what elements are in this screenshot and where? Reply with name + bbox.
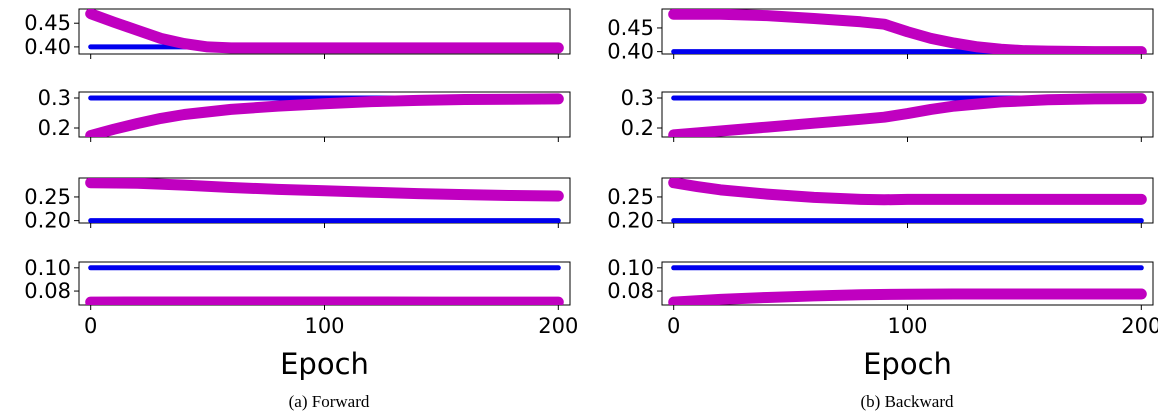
subplot-0-3: 0.080.10 0 100 200 [24, 256, 578, 338]
y-tick-label: 0.08 [24, 279, 71, 303]
y-tick-label: 0.45 [24, 11, 71, 35]
y-tick-label: 0.45 [607, 16, 654, 40]
y-tick-label: 0.3 [38, 86, 71, 110]
subplot-0-2: 0.200.25 [24, 177, 571, 233]
x-axis-label: Epoch [280, 347, 369, 381]
subplot-1-3: 0.080.10 0 100 200 [607, 256, 1158, 338]
estimate-line [668, 93, 1147, 137]
y-tick-label: 0.2 [38, 116, 71, 140]
y-tick-label: 0.20 [607, 209, 654, 233]
y-tick-label: 0.08 [607, 279, 654, 303]
estimate-line [85, 178, 564, 202]
x-tick-label: 200 [1121, 314, 1158, 338]
y-tick-label: 0.25 [24, 185, 71, 209]
estimate-line [668, 178, 1147, 206]
y-tick-label: 0.2 [621, 116, 654, 140]
subplot-0-1: 0.20.3 [38, 86, 571, 142]
y-tick-label: 0.3 [621, 86, 654, 110]
x-tick-label: 100 [887, 314, 927, 338]
estimate-line [668, 288, 1147, 305]
x-axis-label: Epoch [863, 347, 952, 381]
y-tick-label: 0.40 [607, 40, 654, 64]
x-tick-label: 0 [667, 314, 680, 338]
y-tick-label: 0.40 [24, 35, 71, 59]
subplot-1-1: 0.20.3 [621, 86, 1154, 142]
caption-a: (a) Forward [288, 392, 370, 411]
estimate-line [85, 93, 564, 137]
x-tick-label: 0 [84, 314, 97, 338]
x-tick-label: 200 [538, 314, 578, 338]
subplot-1-0: 0.400.45 [607, 8, 1154, 64]
subplot-1-2: 0.200.25 [607, 177, 1154, 233]
estimate-line [668, 9, 1147, 54]
subplot-0-0: 0.400.45 [24, 8, 571, 59]
panel-0: 0.400.450.20.30.200.250.080.100 100 200Epo… [24, 8, 578, 381]
y-tick-label: 0.10 [24, 256, 71, 280]
estimate-line [85, 9, 564, 54]
y-tick-label: 0.25 [607, 185, 654, 209]
y-tick-label: 0.10 [607, 256, 654, 280]
panel-1: 0.400.450.20.30.200.250.080.100 100 200Epo… [607, 8, 1158, 381]
caption-b: (b) Backward [860, 392, 954, 411]
y-tick-label: 0.20 [24, 209, 71, 233]
x-tick-label: 100 [304, 314, 344, 338]
